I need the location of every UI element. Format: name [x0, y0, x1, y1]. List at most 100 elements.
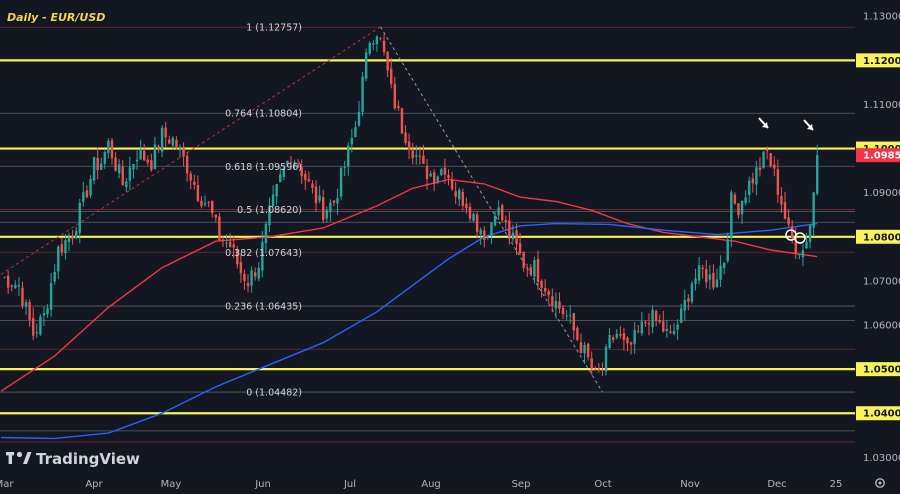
settings-gear-icon[interactable]	[875, 478, 885, 488]
candle-body	[185, 155, 189, 174]
candle-body	[160, 127, 164, 152]
ma_short-line	[0, 178, 818, 392]
candle-body	[46, 308, 49, 315]
candle-body	[619, 334, 622, 336]
candle-body	[608, 335, 611, 348]
candle-body	[211, 200, 214, 214]
candle-body	[203, 203, 207, 205]
candle-body	[6, 275, 10, 288]
candle-body	[436, 176, 439, 182]
key-level-badge-label: 1.04000	[863, 409, 900, 420]
candle-body	[132, 164, 135, 170]
candle-body	[744, 197, 747, 204]
candle-body	[658, 320, 661, 322]
candle-body	[497, 207, 500, 216]
candle-body	[117, 164, 121, 174]
candle-body	[762, 151, 765, 169]
candle-body	[14, 284, 17, 289]
candle-body	[35, 332, 38, 334]
candle-body	[708, 274, 712, 280]
candle-body	[816, 155, 819, 194]
tradingview-logo[interactable]: TradingView	[6, 450, 140, 468]
candle-body	[805, 241, 808, 249]
candle-body	[89, 179, 92, 196]
annotation-arrowhead	[762, 122, 768, 128]
candle-body	[64, 240, 67, 254]
candle-body	[336, 197, 339, 204]
candle-body	[755, 167, 758, 185]
candle-body	[465, 203, 468, 209]
price-badges: 1.120001.100001.080001.050001.040001.098…	[856, 53, 900, 421]
candle-body	[533, 260, 536, 277]
candle-body	[49, 283, 53, 310]
candle-body	[511, 232, 515, 240]
candle-body	[304, 173, 307, 181]
moving-average-lines	[0, 178, 818, 440]
candle-body	[640, 321, 644, 334]
candle-body	[794, 237, 797, 254]
candle-body	[529, 267, 533, 275]
candle-body	[296, 164, 300, 168]
y-tick-label: 1.03000	[863, 453, 900, 464]
candle-body	[601, 369, 604, 371]
candle-body	[493, 215, 497, 226]
candle-body	[637, 330, 640, 332]
candle-body	[690, 283, 694, 302]
fib-label: 0.764 (1.10804)	[225, 109, 302, 120]
x-tick-label: Nov	[680, 479, 700, 490]
candle-body	[214, 214, 217, 218]
candle-body	[801, 250, 805, 258]
candle-body	[325, 210, 328, 219]
x-tick-label: 25	[830, 479, 843, 490]
candle-body	[712, 272, 715, 288]
candle-body	[42, 313, 46, 316]
candle-body	[243, 273, 246, 282]
candle-body	[651, 309, 654, 328]
y-tick-label: 1.13000	[863, 12, 900, 23]
key-level-badge	[856, 406, 900, 421]
candle-body	[153, 144, 157, 170]
candle-body	[579, 342, 583, 354]
candle-body	[139, 149, 142, 160]
candle-body	[526, 267, 529, 269]
candle-body	[314, 186, 318, 204]
candle-body	[286, 160, 289, 166]
candle-body	[790, 226, 794, 238]
candle-body	[189, 173, 192, 181]
time-axis[interactable]: Mar Apr May Jun Jul Aug Sep Oct Nov Dec 25	[0, 479, 842, 490]
candle-body	[450, 180, 454, 190]
candle-body	[96, 157, 99, 171]
candle-body	[694, 278, 697, 284]
candle-body	[322, 197, 325, 221]
candle-body	[569, 315, 572, 317]
candle-body	[364, 52, 368, 79]
candle-body	[228, 241, 232, 247]
candle-body	[175, 139, 178, 149]
candle-body	[715, 279, 719, 288]
candle-body	[543, 287, 547, 292]
candle-body	[432, 172, 436, 184]
candle-body	[501, 205, 504, 221]
key-level-lines	[0, 59, 855, 415]
candle-body	[654, 311, 658, 321]
candle-body	[773, 164, 776, 169]
candle-body	[407, 141, 411, 150]
candle-body	[522, 251, 525, 268]
tradingview-logo-icon	[6, 451, 32, 464]
candle-body	[343, 167, 346, 168]
key-level-badge	[856, 362, 900, 377]
fib-label: 0.5 (1.08620)	[237, 205, 302, 216]
candle-body	[107, 140, 110, 153]
candle-body	[411, 150, 414, 159]
candle-body	[382, 40, 386, 53]
candle-body	[472, 213, 475, 221]
x-tick-label: Sep	[512, 479, 531, 490]
candle-body	[21, 287, 24, 306]
candle-body	[622, 333, 626, 340]
y-tick-label: 1.11000	[863, 100, 900, 111]
candle-body	[787, 217, 790, 225]
key-level-badge-label: 1.08000	[863, 232, 900, 243]
candle-body	[475, 214, 479, 232]
candle-body	[629, 342, 633, 345]
